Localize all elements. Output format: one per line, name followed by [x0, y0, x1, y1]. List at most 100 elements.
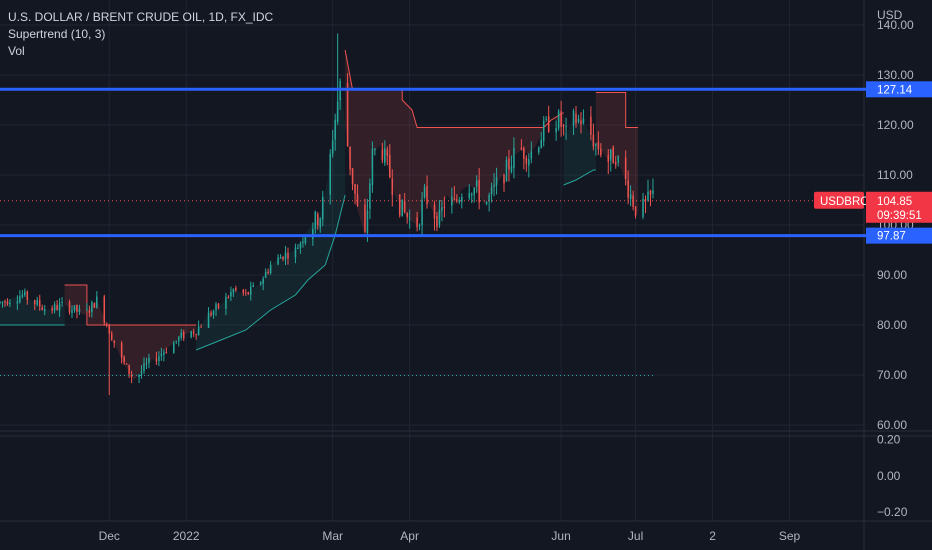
candle-120 [416, 211, 418, 232]
candle-98 [336, 33, 339, 125]
price-axis[interactable]: USD 140.00130.00120.00110.00100.0090.008… [877, 8, 914, 432]
candle-body [227, 297, 230, 299]
candle-96 [331, 130, 334, 158]
candle-51 [175, 340, 178, 345]
candle-22 [73, 305, 76, 313]
candle-body [582, 118, 585, 123]
candle-166 [575, 106, 577, 128]
candle-109 [374, 147, 376, 156]
candle-110 [381, 142, 384, 164]
candle-127 [438, 200, 441, 229]
candle-143 [493, 172, 495, 197]
candle-body [542, 120, 545, 142]
candle-140 [485, 201, 488, 206]
candle-178 [614, 155, 617, 169]
candle-108 [371, 141, 374, 193]
candle-body [264, 271, 267, 278]
candle-77 [264, 268, 267, 279]
currency-label: USD [877, 8, 903, 22]
candle-body [277, 257, 279, 265]
badge-bg [866, 81, 932, 98]
candle-2 [4, 299, 6, 307]
candle-36 [123, 355, 125, 365]
candle-body [354, 184, 356, 194]
time-axis[interactable]: Dec 2022 Mar Apr Jun Jul 2 Sep [99, 529, 801, 543]
candle-body [282, 256, 284, 260]
candle-body [384, 148, 386, 163]
time-tick-3: Apr [400, 529, 419, 543]
candle-body [232, 289, 235, 293]
candle-body [398, 194, 401, 216]
indicator-supertrend[interactable]: Supertrend (10, 3) [8, 27, 106, 41]
volume-tick-1: 0.00 [877, 469, 901, 483]
candle-body [93, 303, 96, 308]
supertrend-fill-1 [64, 285, 197, 380]
candle-66 [227, 295, 230, 299]
candle-34 [113, 340, 115, 348]
candle-145 [503, 173, 505, 192]
candle-169 [582, 109, 585, 125]
candle-body [190, 331, 192, 338]
indicator-volume[interactable]: Vol [8, 44, 25, 58]
candle-body [349, 146, 351, 170]
candle-body [597, 142, 600, 150]
candle-41 [140, 365, 143, 379]
candle-body [408, 218, 411, 220]
candle-7 [21, 290, 24, 299]
candle-119 [408, 209, 411, 229]
candle-123 [423, 183, 426, 200]
candle-body [401, 199, 403, 217]
candle-body [252, 285, 255, 287]
candle-body [262, 278, 264, 284]
price-tick-3: 110.00 [877, 168, 913, 182]
candle-10 [33, 299, 36, 311]
candle-body [537, 147, 540, 153]
candle-101 [349, 146, 351, 176]
candle-body [612, 146, 615, 164]
candle-body [267, 271, 269, 273]
candle-156 [540, 132, 543, 149]
candle-body [577, 118, 580, 122]
candle-103 [354, 183, 356, 205]
candle-body [230, 291, 232, 297]
candle-139 [478, 168, 480, 210]
supertrend-fill-4 [563, 120, 596, 185]
candle-44 [148, 353, 150, 369]
candle-body [56, 304, 58, 310]
candle-body [490, 187, 493, 195]
candle-body [453, 198, 456, 200]
candle-body [180, 332, 183, 338]
price-tick-5: 90.00 [877, 268, 907, 282]
candle-97 [334, 113, 336, 151]
candle-94 [321, 190, 324, 227]
time-tick-4: Jun [551, 529, 570, 543]
candle-body [24, 291, 26, 296]
candle-body [140, 371, 143, 375]
candle-40 [138, 374, 140, 384]
candle-body [6, 301, 9, 305]
horizontal-lines[interactable] [0, 0, 932, 376]
candle-95 [329, 149, 331, 205]
candle-28 [93, 302, 96, 308]
candle-body [96, 296, 98, 308]
candle-149 [513, 137, 515, 179]
candle-body [356, 194, 359, 206]
candle-body [88, 310, 91, 313]
candle-body [43, 309, 46, 312]
candle-body [110, 333, 113, 341]
candle-16 [53, 301, 56, 314]
symbol-title[interactable]: U.S. DOLLAR / BRENT CRUDE OIL, 1D, FX_ID… [8, 10, 274, 24]
candle-102 [351, 167, 354, 191]
candle-body [105, 323, 108, 326]
candle-78 [267, 268, 269, 275]
candle-body [451, 196, 453, 206]
candle-124 [426, 175, 428, 209]
candle-152 [525, 155, 528, 172]
price-tick-1: 130.00 [877, 68, 914, 82]
candle-body [423, 186, 426, 198]
candle-body [336, 101, 339, 122]
candle-79 [269, 261, 272, 275]
candle-body [123, 356, 125, 363]
candles [0, 33, 654, 395]
